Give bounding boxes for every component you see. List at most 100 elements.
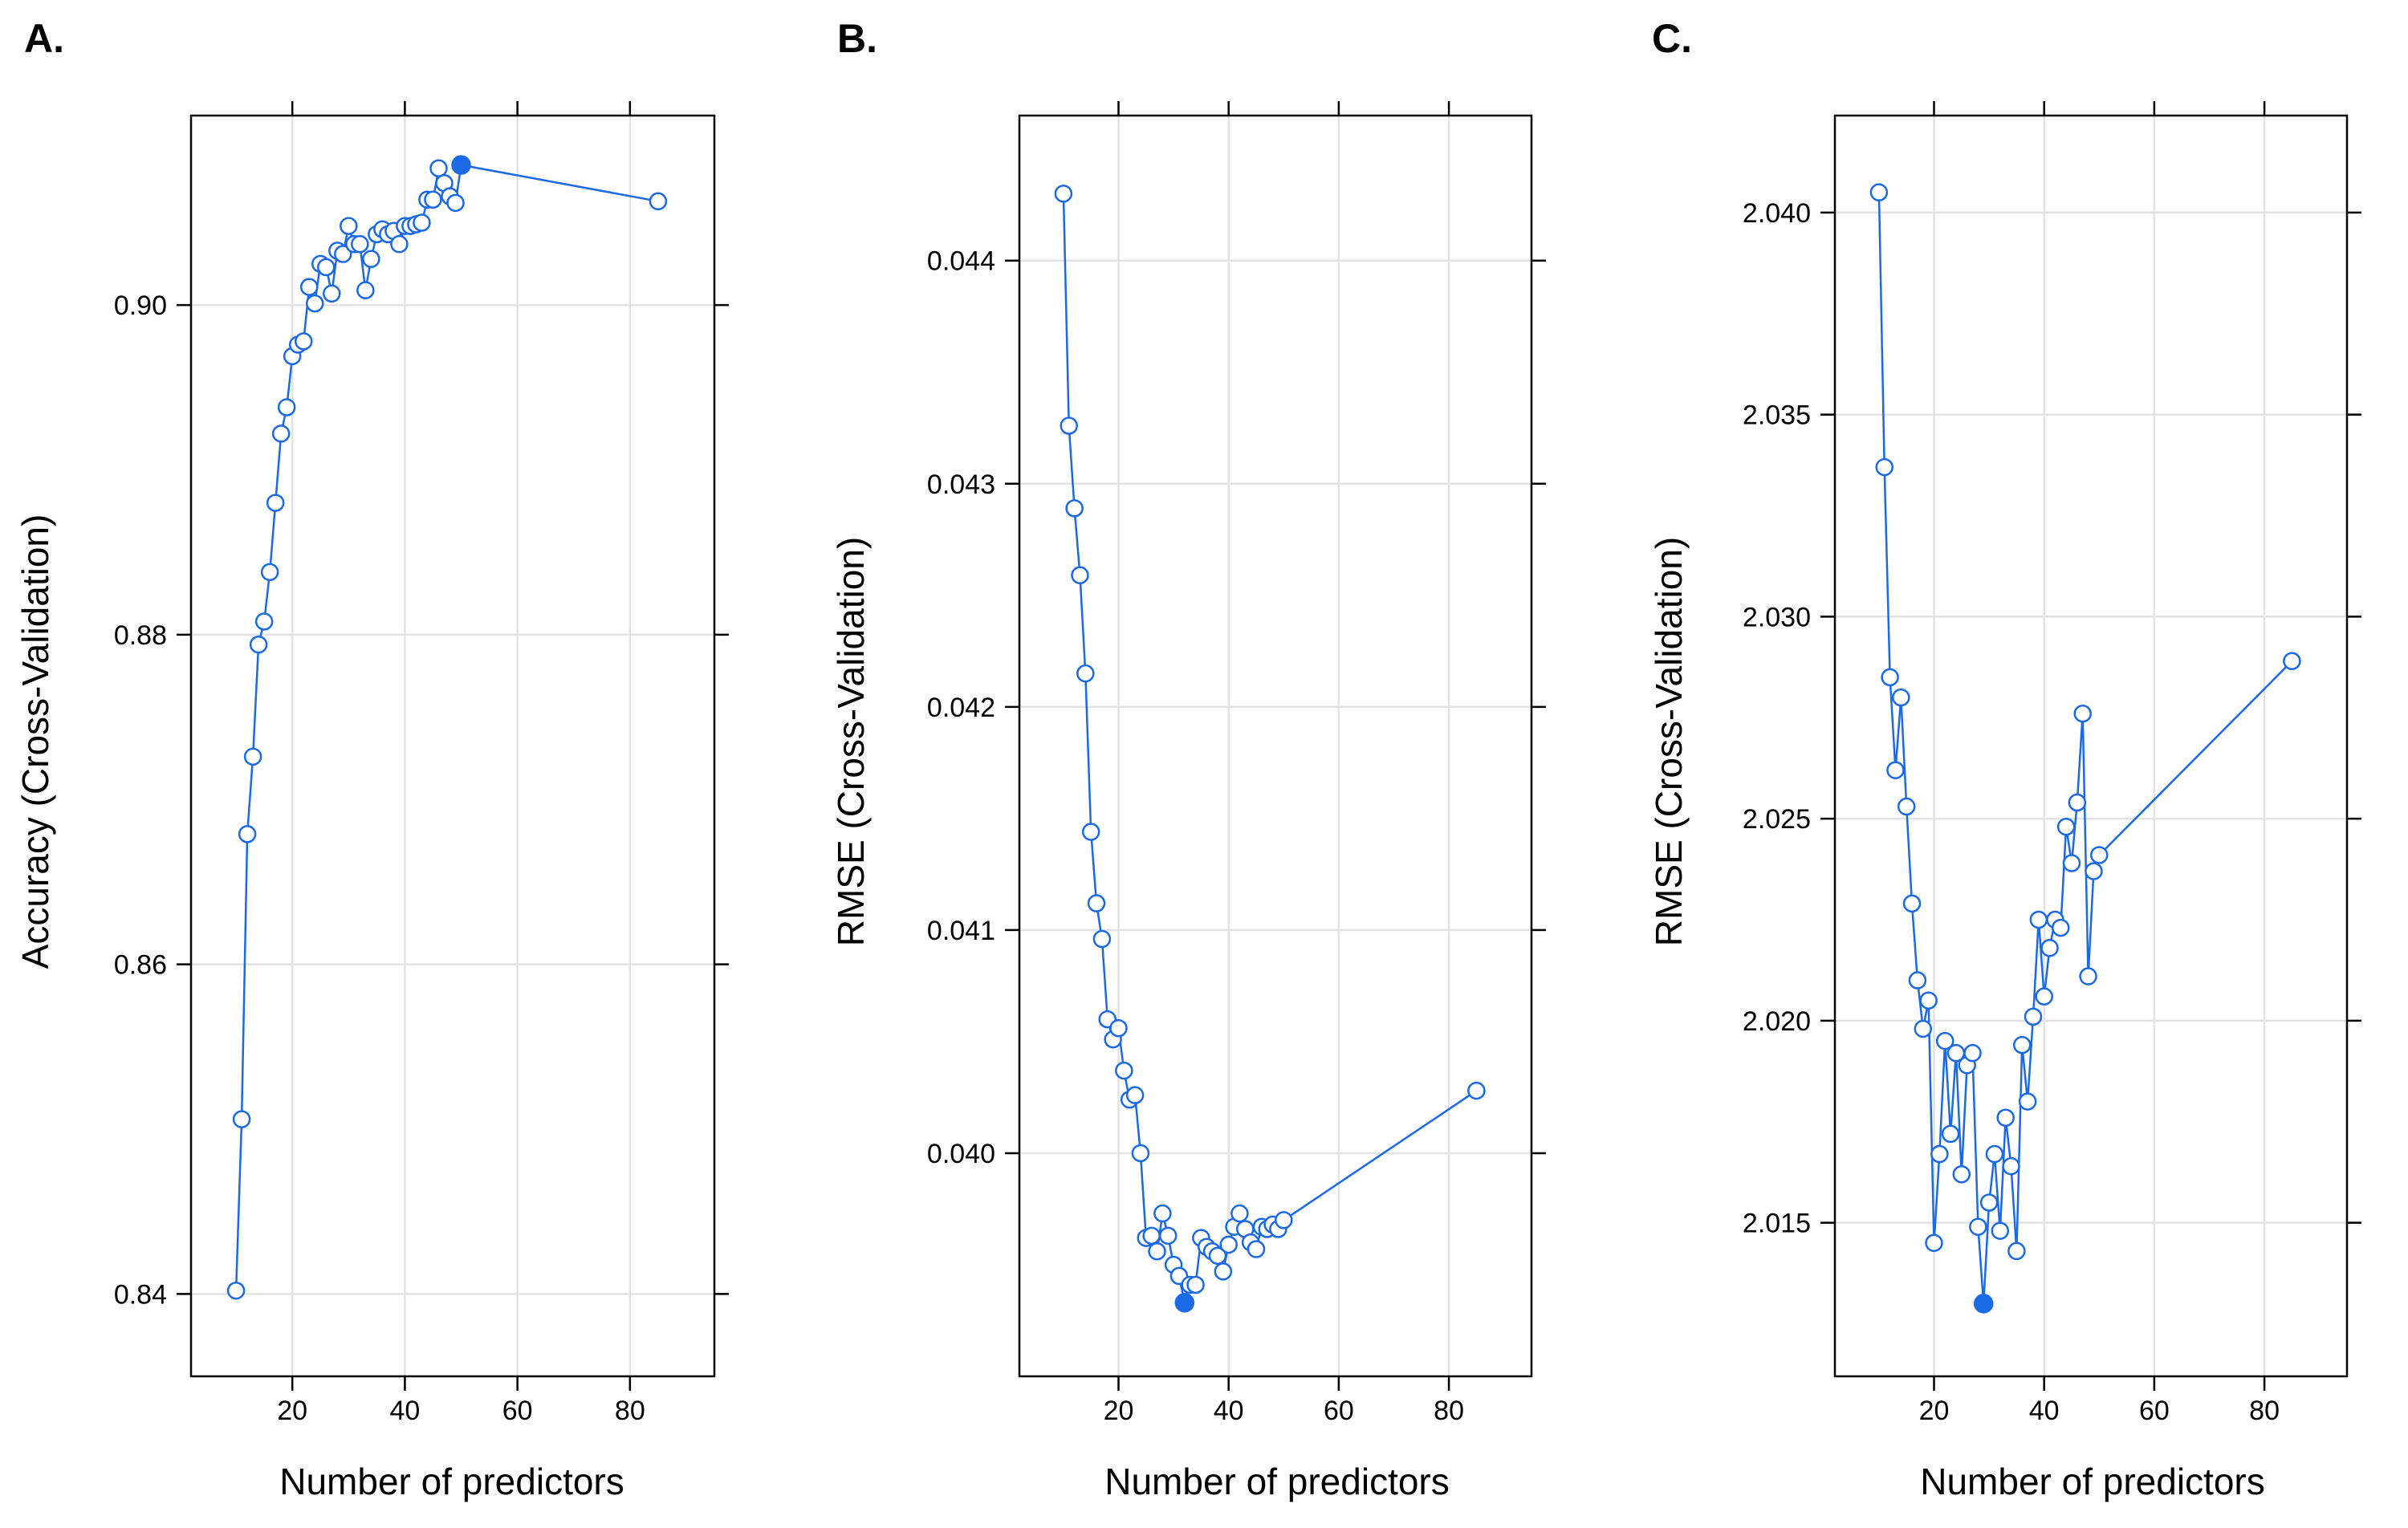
optimum-point [1973,1294,1994,1314]
x-tick-label: 20 [1919,1396,1950,1426]
data-point [2024,1007,2043,1026]
data-point [2007,1242,2026,1261]
data-point [1054,185,1073,203]
data-point [1158,1226,1178,1246]
data-point [232,1110,251,1128]
data-point [1071,566,1089,585]
data-point [649,192,668,211]
panel-letter-a: A. [24,16,64,61]
data-point [1142,1226,1161,1246]
data-point [446,193,465,213]
data-point [1125,1086,1145,1104]
data-point [1886,761,1905,779]
data-point [1208,1246,1227,1266]
x-tick-label: 60 [1324,1396,1354,1426]
data-point [1935,1031,1954,1050]
data-point [1952,1164,1971,1184]
data-point [1081,823,1100,841]
panel-c: C. 20 40 60 80 2.015 2.020 2.025 2.030 2.035 2.04… [1648,16,2361,1502]
x-tick-label: 80 [2249,1396,2280,1426]
data-point [243,747,262,766]
data-point [362,250,380,268]
data-point [254,612,274,631]
x-tick-label: 80 [615,1396,645,1426]
panel-letter-b: B. [837,16,877,61]
y-tick-label: 2.035 [1743,400,1811,431]
data-point [1875,457,1893,477]
data-point [1230,1204,1249,1223]
data-point [1186,1275,1205,1294]
data-point [1087,894,1106,912]
data-point [260,563,279,582]
data-point [277,398,296,417]
data-point [1914,1019,1933,1038]
y-axis-label-c: RMSE (Cross-Validation) [1648,537,1690,946]
data-point [2090,846,2109,864]
data-point [1881,668,1899,687]
x-tick-label: 80 [1434,1396,1464,1426]
data-point [1925,1233,1943,1253]
data-point [1153,1204,1172,1223]
data-point [1247,1240,1266,1258]
plot-frame [189,114,716,1378]
y-tick-label: 2.015 [1743,1209,1811,1239]
data-point [2040,939,2059,957]
data-point [1902,894,1922,913]
data-point [2002,1156,2020,1176]
panel-a: A. 20 40 60 80 0.84 0.86 0.88 0.90 Number of pr… [14,16,729,1502]
data-point [1131,1144,1150,1163]
data-point [390,234,409,254]
y-tick-label: 2.020 [1743,1006,1811,1037]
data-point [1979,1193,1999,1212]
data-point [317,258,336,277]
data-point [226,1281,246,1300]
data-point [238,825,257,843]
data-point [271,425,291,443]
data-point [424,190,442,209]
y-tick-label: 0.043 [927,469,995,500]
data-point [299,278,319,296]
x-axis-label-a: Number of predictors [279,1461,624,1502]
x-axis-label-c: Number of predictors [1920,1461,2265,1502]
y-tick-label: 2.040 [1743,198,1811,229]
y-tick-label: 0.88 [114,620,167,651]
data-point [1941,1124,1960,1144]
data-point [2056,817,2076,836]
data-point [1908,971,1927,990]
data-point [2035,987,2053,1006]
data-point [1930,1144,1949,1164]
x-tick-label: 40 [389,1396,420,1426]
plot-b: 20 40 60 80 0.040 0.041 0.042 0.043 0.044 [927,101,1546,1426]
data-point [1214,1262,1233,1281]
y-axis-label-a: Accuracy (Cross-Validation) [14,514,56,969]
plot-a: 20 40 60 80 0.84 0.86 0.88 0.90 [114,101,729,1426]
data-point [334,245,352,263]
x-axis-label-b: Number of predictors [1104,1461,1450,1502]
data-point [1996,1108,2015,1127]
x-tick-label: 60 [502,1396,533,1426]
data-point [1991,1221,2010,1240]
y-tick-label: 0.041 [927,916,995,946]
data-point [356,281,375,299]
x-tick-label: 40 [1214,1396,1244,1426]
data-point [305,294,324,313]
data-point [1919,991,1938,1010]
data-point [1219,1235,1238,1254]
data-point [2062,854,2081,872]
y-axis-label-b: RMSE (Cross-Validation) [830,537,872,946]
data-point [2085,862,2103,880]
data-point [2052,918,2070,937]
plot-frame [1018,114,1533,1378]
data-point [1065,499,1084,518]
data-point [1869,183,1889,201]
data-point [340,217,358,235]
y-tick-label: 0.86 [114,950,167,981]
data-point [429,159,448,177]
data-point [2079,967,2097,985]
data-point [1148,1242,1166,1261]
data-point [2012,1035,2032,1055]
data-point [2018,1092,2037,1111]
data-point [1092,929,1112,949]
